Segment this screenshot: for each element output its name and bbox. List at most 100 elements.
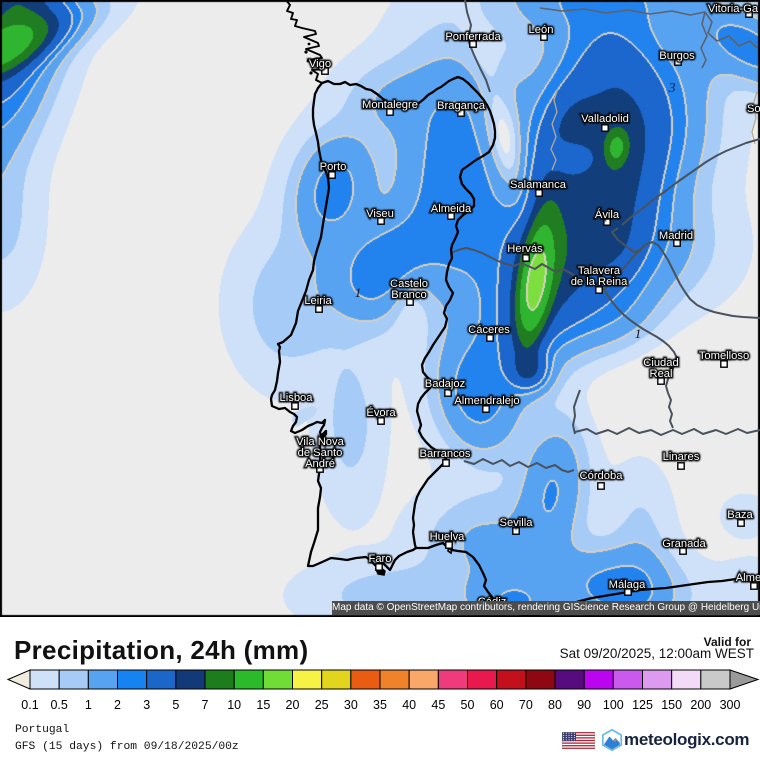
svg-text:1: 1	[635, 326, 642, 341]
svg-text:Castelo: Castelo	[390, 278, 428, 290]
svg-text:Vila Nova: Vila Nova	[296, 436, 344, 448]
svg-text:35: 35	[373, 698, 387, 712]
svg-text:Viseu: Viseu	[366, 208, 394, 220]
svg-text:Évora: Évora	[366, 406, 396, 419]
svg-text:Viseu: Viseu	[366, 208, 394, 220]
svg-text:Barrancos: Barrancos	[420, 448, 471, 460]
svg-text:300: 300	[720, 698, 741, 712]
svg-text:Baza: Baza	[727, 509, 753, 521]
svg-text:Linares: Linares	[663, 451, 700, 463]
svg-text:Salamanca: Salamanca	[510, 179, 567, 191]
svg-text:25: 25	[315, 698, 329, 712]
svg-text:Leiria: Leiria	[304, 295, 332, 307]
svg-text:Ávila: Ávila	[595, 208, 620, 221]
svg-text:Faro: Faro	[368, 553, 391, 565]
svg-text:Córdoba: Córdoba	[580, 470, 624, 482]
svg-text:200: 200	[690, 698, 711, 712]
svg-text:Tomelloso: Tomelloso	[699, 350, 749, 362]
svg-text:Leiria: Leiria	[304, 295, 332, 307]
svg-text:3: 3	[668, 81, 676, 96]
svg-text:Cáceres: Cáceres	[468, 324, 510, 336]
svg-text:Badajoz: Badajoz	[425, 378, 466, 390]
svg-text:Vigo: Vigo	[309, 58, 331, 70]
svg-text:2: 2	[114, 698, 121, 712]
svg-text:Évora: Évora	[366, 406, 396, 419]
svg-text:Branco: Branco	[391, 289, 426, 301]
svg-text:15: 15	[256, 698, 270, 712]
svg-text:Castelo: Castelo	[390, 278, 428, 290]
svg-text:Porto: Porto	[320, 161, 347, 173]
svg-text:Faro: Faro	[368, 553, 391, 565]
svg-text:Málaga: Málaga	[609, 579, 646, 591]
svg-text:Valladolid: Valladolid	[581, 113, 629, 125]
svg-text:10: 10	[227, 698, 241, 712]
svg-text:Soria: Soria	[747, 103, 760, 115]
svg-text:Almeida: Almeida	[431, 203, 472, 215]
svg-text:Madrid: Madrid	[659, 230, 693, 242]
svg-text:45: 45	[431, 698, 445, 712]
svg-text:Real: Real	[649, 368, 672, 380]
svg-text:León: León	[529, 24, 554, 36]
svg-text:125: 125	[632, 698, 653, 712]
svg-text:Badajoz: Badajoz	[425, 378, 466, 390]
svg-text:1: 1	[85, 698, 92, 712]
svg-text:Bragança: Bragança	[437, 100, 486, 112]
svg-text:0.5: 0.5	[50, 698, 67, 712]
svg-text:80: 80	[548, 698, 562, 712]
svg-text:de Santo: de Santo	[298, 447, 343, 459]
svg-text:Almería: Almería	[736, 572, 760, 584]
svg-text:Baza: Baza	[727, 509, 753, 521]
svg-text:90: 90	[577, 698, 591, 712]
svg-text:7: 7	[202, 698, 209, 712]
svg-text:Málaga: Málaga	[609, 579, 646, 591]
svg-text:5: 5	[172, 698, 179, 712]
svg-text:Hervás: Hervás	[507, 243, 543, 255]
svg-text:de la Reina: de la Reina	[571, 276, 628, 288]
svg-text:Real: Real	[649, 368, 672, 380]
svg-text:60: 60	[490, 698, 504, 712]
svg-text:Vigo: Vigo	[309, 58, 331, 70]
svg-text:Huelva: Huelva	[430, 531, 466, 543]
svg-text:Valladolid: Valladolid	[581, 113, 629, 125]
svg-text:Almeida: Almeida	[431, 203, 472, 215]
svg-text:1: 1	[355, 285, 362, 300]
svg-text:Linares: Linares	[663, 451, 700, 463]
svg-text:Almendralejo: Almendralejo	[454, 395, 519, 407]
svg-text:León: León	[529, 24, 554, 36]
svg-text:40: 40	[402, 698, 416, 712]
svg-text:de la Reina: de la Reina	[571, 276, 628, 288]
svg-text:Porto: Porto	[320, 161, 347, 173]
svg-text:Montalegre: Montalegre	[362, 99, 418, 111]
svg-text:3: 3	[143, 698, 150, 712]
svg-text:Ponferrada: Ponferrada	[445, 31, 501, 43]
svg-text:Vila Nova: Vila Nova	[296, 436, 344, 448]
svg-text:Montalegre: Montalegre	[362, 99, 418, 111]
svg-text:Cáceres: Cáceres	[468, 324, 510, 336]
svg-text:Hervás: Hervás	[507, 243, 543, 255]
svg-text:Salamanca: Salamanca	[510, 179, 567, 191]
svg-text:0.1: 0.1	[21, 698, 38, 712]
svg-text:150: 150	[661, 698, 682, 712]
svg-text:Ávila: Ávila	[595, 208, 620, 221]
svg-text:Ponferrada: Ponferrada	[445, 31, 501, 43]
svg-text:Sevilla: Sevilla	[500, 517, 534, 529]
svg-text:Almendralejo: Almendralejo	[454, 395, 519, 407]
svg-text:de Santo: de Santo	[298, 447, 343, 459]
svg-text:Córdoba: Córdoba	[580, 470, 624, 482]
svg-text:Bragança: Bragança	[437, 100, 486, 112]
svg-text:Madrid: Madrid	[659, 230, 693, 242]
svg-text:70: 70	[519, 698, 533, 712]
svg-text:Soria: Soria	[747, 103, 760, 115]
svg-text:Lisboa: Lisboa	[280, 392, 314, 404]
svg-text:50: 50	[461, 698, 475, 712]
svg-text:Almería: Almería	[736, 572, 760, 584]
svg-text:20: 20	[286, 698, 300, 712]
svg-text:100: 100	[603, 698, 624, 712]
svg-text:Vitoria-Ga: Vitoria-Ga	[708, 3, 759, 15]
svg-text:Burgos: Burgos	[659, 50, 695, 62]
svg-text:André: André	[305, 458, 335, 470]
svg-text:Branco: Branco	[391, 289, 426, 301]
svg-text:Ciudad: Ciudad	[643, 357, 678, 369]
svg-text:Talavera: Talavera	[578, 265, 621, 277]
svg-text:Ciudad: Ciudad	[643, 357, 678, 369]
